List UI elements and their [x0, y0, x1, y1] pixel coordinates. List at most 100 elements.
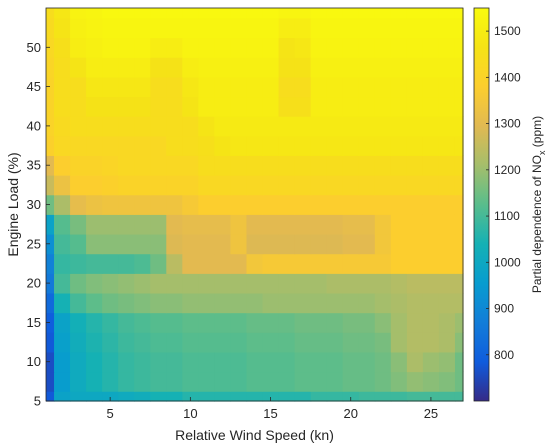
heatmap-cell	[422, 76, 440, 98]
y-tick-label: 10	[27, 354, 41, 369]
heatmap-cell	[342, 96, 360, 117]
heatmap-cell	[310, 332, 328, 353]
heatmap-cell	[214, 253, 232, 274]
heatmap-cell	[310, 135, 328, 156]
heatmap-cell	[342, 175, 360, 196]
heatmap-cell	[438, 371, 456, 392]
colorbar-tick-label: 1200	[494, 163, 521, 177]
heatmap-cell	[310, 194, 328, 215]
heatmap-cell	[46, 57, 55, 78]
heatmap-cell	[46, 332, 55, 353]
heatmap-cell	[326, 37, 344, 58]
heatmap-cell	[438, 332, 456, 353]
heatmap-cell	[438, 155, 456, 176]
x-tick-label: 10	[183, 406, 197, 421]
heatmap-cell	[150, 175, 167, 196]
heatmap-cell	[198, 253, 216, 274]
colorbar-tick-label: 1400	[494, 70, 521, 84]
heatmap-cell	[70, 96, 87, 117]
heatmap-cell	[422, 57, 440, 78]
heatmap-cell	[182, 175, 199, 196]
heatmap-cell	[294, 194, 312, 215]
heatmap-cell	[230, 8, 248, 19]
heatmap-cell	[86, 76, 103, 98]
heatmap-cell	[294, 292, 312, 314]
heatmap-cell	[198, 76, 216, 98]
heatmap-cell	[214, 175, 232, 196]
heatmap-cell	[246, 233, 264, 255]
heatmap-cell	[246, 253, 264, 274]
heatmap-cell	[422, 214, 440, 235]
heatmap-cell	[86, 253, 103, 274]
colorbar-label: Partial dependence of NOx (ppm)	[530, 116, 547, 293]
heatmap-cell	[278, 96, 296, 117]
heatmap-cell	[118, 312, 135, 333]
heatmap-cell	[70, 371, 87, 392]
heatmap-cell	[374, 332, 392, 353]
heatmap-cell	[118, 351, 135, 373]
heatmap-cell	[150, 332, 167, 353]
heatmap-cell	[246, 194, 264, 215]
heatmap-cell	[70, 351, 87, 373]
y-axis-label: Engine Load (%)	[5, 152, 21, 256]
heatmap-cell	[102, 332, 119, 353]
heatmap-cell	[294, 135, 312, 156]
heatmap-cell	[118, 76, 135, 98]
heatmap-cell	[230, 351, 248, 373]
heatmap-cell	[182, 273, 199, 294]
heatmap-cell	[454, 351, 464, 373]
heatmap-cell	[118, 391, 135, 402]
heatmap-cell	[46, 17, 55, 39]
y-tick-label: 20	[27, 276, 41, 291]
heatmap-cell	[390, 194, 408, 215]
x-axis-ticks: 5 10 15 20 25	[107, 397, 438, 421]
heatmap-cell	[70, 155, 87, 176]
heatmap-cell	[182, 371, 199, 392]
heatmap-cell	[390, 312, 408, 333]
heatmap-cell	[54, 253, 71, 274]
heatmap-cell	[374, 17, 392, 39]
heatmap-cell	[438, 273, 456, 294]
y-axis-ticks: 5 10 15 20 25 30 35 40 45 50	[27, 40, 50, 409]
heatmap-cell	[278, 37, 296, 58]
heatmap-cell	[326, 233, 344, 255]
heatmap-cell	[278, 194, 296, 215]
heatmap-cell	[182, 76, 199, 98]
heatmap-cell	[342, 292, 360, 314]
heatmap-cell	[278, 57, 296, 78]
heatmap-cell	[294, 351, 312, 373]
heatmap-cell	[246, 371, 264, 392]
heatmap-cell	[70, 233, 87, 255]
heatmap-cell	[326, 214, 344, 235]
heatmap-cell	[86, 116, 103, 137]
heatmap-cell	[46, 155, 55, 176]
heatmap-cell	[294, 116, 312, 137]
heatmap-cell	[422, 292, 440, 314]
heatmap-cell	[310, 17, 328, 39]
heatmap-cell	[198, 371, 216, 392]
heatmap-cell	[390, 233, 408, 255]
heatmap-cell	[214, 96, 232, 117]
heatmap-cell	[422, 391, 440, 402]
heatmap-cell	[214, 57, 232, 78]
heatmap-cell	[46, 214, 55, 235]
heatmap-cell	[134, 292, 151, 314]
heatmap-cell	[294, 155, 312, 176]
heatmap-cell	[294, 37, 312, 58]
heatmap-cell	[358, 37, 376, 58]
heatmap-cell	[166, 194, 183, 215]
heatmap-cell	[70, 135, 87, 156]
heatmap-cell	[422, 312, 440, 333]
heatmap-cell	[310, 292, 328, 314]
heatmap-cell	[374, 292, 392, 314]
heatmap-cell	[214, 17, 232, 39]
heatmap-cell	[374, 37, 392, 58]
heatmap-cell	[54, 37, 71, 58]
heatmap-cell	[230, 17, 248, 39]
heatmap-cell	[54, 8, 71, 19]
heatmap-cell	[54, 292, 71, 314]
heatmap-cell	[150, 135, 167, 156]
x-tick-label: 5	[107, 406, 114, 421]
heatmap-cell	[166, 76, 183, 98]
heatmap-cell	[198, 116, 216, 137]
